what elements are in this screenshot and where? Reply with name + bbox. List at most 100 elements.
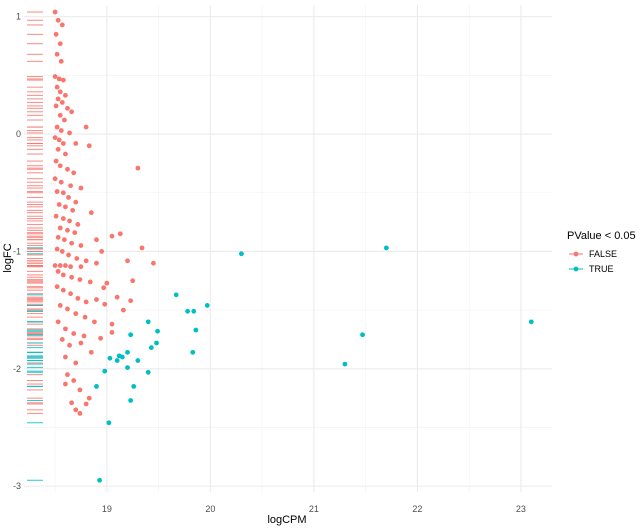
data-point-false xyxy=(77,277,83,282)
data-points xyxy=(52,9,534,483)
data-point-false xyxy=(128,298,134,304)
data-point-false xyxy=(73,407,79,413)
data-point-false xyxy=(92,319,97,325)
data-point-false xyxy=(74,256,80,261)
data-point-false xyxy=(58,128,64,133)
data-point-false xyxy=(65,372,70,378)
x-tick-label: 23 xyxy=(516,504,526,514)
data-point-false xyxy=(135,165,141,171)
data-point-false xyxy=(65,306,70,312)
data-point-false xyxy=(59,22,65,28)
data-point-false xyxy=(71,170,77,176)
data-point-true xyxy=(528,319,534,325)
x-tick-labels: 19 20 21 22 23 xyxy=(102,504,526,514)
data-point-false xyxy=(98,335,104,341)
data-point-false xyxy=(125,258,130,264)
data-point-false xyxy=(73,199,79,205)
data-point-false xyxy=(78,185,84,191)
data-point-false xyxy=(56,202,62,207)
data-point-false xyxy=(73,311,79,317)
data-point-true xyxy=(128,398,134,403)
x-tick-label: 22 xyxy=(412,504,422,514)
data-point-false xyxy=(55,146,61,152)
data-point-true xyxy=(135,358,141,363)
data-point-false xyxy=(102,301,108,307)
data-point-false xyxy=(71,378,77,383)
data-point-true xyxy=(131,383,137,389)
data-point-true xyxy=(102,368,108,374)
data-point-false xyxy=(83,258,89,264)
grid-lines xyxy=(24,5,552,492)
data-point-false xyxy=(60,141,66,146)
data-point-false xyxy=(66,195,71,200)
data-point-false xyxy=(69,400,75,406)
data-point-false xyxy=(55,96,61,102)
data-point-false xyxy=(59,100,65,105)
legend-key-point xyxy=(573,266,579,272)
data-point-false xyxy=(83,124,89,130)
data-point-false xyxy=(82,314,88,320)
data-point-true xyxy=(106,420,112,426)
data-point-false xyxy=(61,237,67,243)
y-tick-label: -3 xyxy=(13,481,21,491)
x-tick-label: 19 xyxy=(102,504,112,514)
data-point-false xyxy=(104,280,110,286)
data-point-false xyxy=(53,103,59,109)
data-point-true xyxy=(145,319,151,325)
data-point-false xyxy=(54,246,60,252)
data-point-false xyxy=(83,401,89,407)
x-tick-label: 21 xyxy=(309,504,319,514)
data-point-true xyxy=(185,308,190,314)
data-point-false xyxy=(67,342,72,348)
data-point-false xyxy=(88,210,94,216)
data-point-false xyxy=(69,240,75,246)
data-point-false xyxy=(88,349,94,355)
data-point-false xyxy=(60,287,66,293)
data-point-true xyxy=(125,365,130,371)
data-point-true xyxy=(107,355,113,361)
data-point-false xyxy=(73,141,79,146)
data-point-false xyxy=(68,183,73,189)
data-point-false xyxy=(65,227,70,233)
data-point-true xyxy=(342,361,348,367)
y-axis-title: logFC xyxy=(2,243,14,272)
data-point-false xyxy=(58,58,64,64)
legend-title: PValue < 0.05 xyxy=(567,230,636,242)
data-point-false xyxy=(54,284,60,290)
data-point-true xyxy=(173,292,179,298)
legend-key-point xyxy=(573,251,579,257)
data-point-false xyxy=(63,204,68,210)
data-point-false xyxy=(67,218,72,224)
data-point-false xyxy=(63,326,68,332)
data-point-true xyxy=(128,332,134,338)
data-point-false xyxy=(68,291,73,297)
data-point-false xyxy=(109,233,115,239)
data-point-false xyxy=(55,319,61,325)
data-point-false xyxy=(63,381,68,387)
data-point-false xyxy=(94,260,99,266)
data-point-true xyxy=(155,328,160,334)
data-point-false xyxy=(57,225,63,231)
data-point-false xyxy=(78,264,84,270)
data-point-true xyxy=(383,245,389,251)
data-point-false xyxy=(87,279,93,285)
data-point-false xyxy=(130,278,136,284)
y-tick-label: 1 xyxy=(16,12,21,22)
data-point-false xyxy=(57,89,63,95)
data-point-false xyxy=(77,387,83,393)
data-point-false xyxy=(109,321,115,327)
data-point-false xyxy=(78,340,84,346)
y-tick-labels: 1 0 -1 -2 -3 xyxy=(13,12,21,491)
data-point-false xyxy=(101,285,107,291)
data-point-false xyxy=(53,31,59,37)
legend: PValue < 0.05 FALSE TRUE xyxy=(567,230,636,274)
data-point-false xyxy=(63,92,68,98)
legend-label: TRUE xyxy=(589,264,614,274)
data-point-false xyxy=(52,263,58,268)
y-tick-label: -2 xyxy=(13,364,21,374)
data-point-false xyxy=(55,234,61,240)
data-point-false xyxy=(60,190,66,196)
data-point-false xyxy=(139,245,145,251)
data-point-false xyxy=(56,137,62,143)
